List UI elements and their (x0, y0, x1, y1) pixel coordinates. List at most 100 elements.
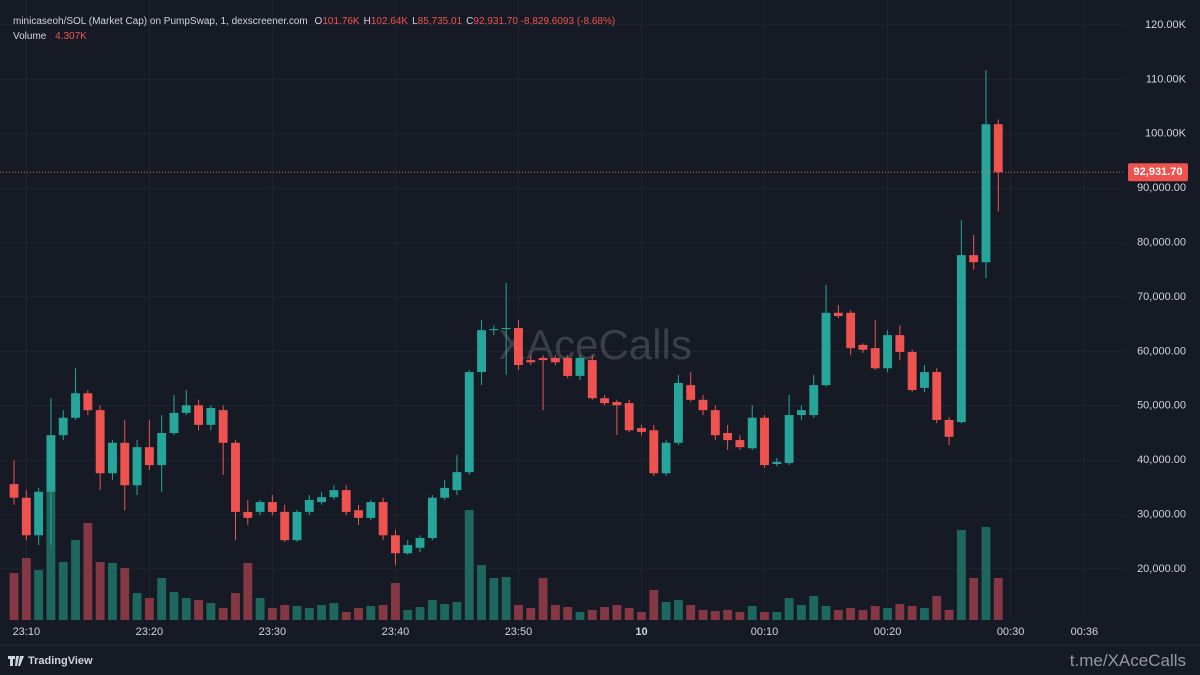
candle-body (747, 417, 757, 449)
candle-body (760, 417, 769, 466)
volume-bar (760, 612, 769, 620)
y-tick-label: 90,000.00 (1137, 182, 1186, 194)
volume-bar (9, 573, 19, 620)
volume-bar (870, 605, 880, 620)
brand-logo (8, 656, 24, 666)
volume-bar (747, 605, 757, 620)
volume-bar (489, 577, 499, 620)
volume-bar (969, 577, 979, 620)
volume-bar (501, 577, 511, 620)
ohlc-value: 85,735.01 (417, 16, 463, 27)
candle-body (723, 433, 733, 441)
candle-body (366, 502, 376, 518)
x-tick-label: 23:30 (259, 626, 287, 638)
volume-bar (181, 597, 191, 620)
candle-body (120, 442, 130, 486)
volume-bar (550, 604, 560, 620)
candle-body (440, 487, 450, 498)
candle-body (673, 382, 683, 443)
ohlc-value: 101.76K (322, 16, 360, 27)
candle-body (267, 502, 277, 512)
candle-body (895, 335, 905, 352)
volume-bar (440, 604, 450, 620)
candle-body (181, 405, 191, 413)
volume-bar (981, 526, 991, 620)
candle-body (341, 490, 351, 512)
volume-bar (21, 557, 31, 620)
change: -8,829.6093 (-8.68%) (520, 16, 616, 27)
volume-bar (231, 592, 240, 620)
candle-body (477, 330, 486, 373)
volume-bar (366, 605, 376, 620)
candle-body (538, 357, 548, 361)
volume-bar (772, 612, 782, 620)
candle-body (809, 385, 819, 416)
volume-bar (932, 596, 942, 620)
x-tick-label: 00:30 (997, 626, 1025, 638)
y-tick-label: 110.00K (1146, 73, 1187, 85)
volume-bar (132, 592, 142, 620)
volume-bar (846, 608, 856, 620)
volume-bar (292, 605, 302, 620)
volume-bar (698, 609, 708, 620)
axes: 20,000.00 30,000.00 40,000.00 50,000.00 60,0… (0, 19, 1200, 646)
volume-bar (796, 604, 806, 620)
volume-bar (784, 597, 794, 620)
volume-bar (624, 608, 634, 620)
y-tick-label: 20,000.00 (1137, 563, 1186, 575)
x-tick-label: 23:50 (505, 626, 533, 638)
volume-bar (821, 605, 831, 620)
candle-body (624, 403, 634, 431)
volume-bar (735, 612, 745, 620)
candle-body (231, 442, 240, 512)
candle-body (83, 393, 93, 411)
ohlc-value: 102.64K (370, 16, 409, 27)
volume-bar (255, 597, 265, 620)
brand-name: TradingView (28, 655, 93, 667)
candle-body (501, 328, 511, 330)
candle-body (464, 372, 474, 473)
volume-bar (612, 604, 622, 620)
candle-body (514, 328, 523, 366)
candle-body (169, 412, 179, 434)
candle-body (206, 407, 216, 425)
candle-body (157, 433, 167, 466)
volume-value: 4.307K (55, 31, 87, 42)
candle-body (858, 344, 868, 350)
candle-body (932, 372, 942, 420)
volume-bar (526, 608, 536, 620)
volume-row: Volume 4.307K (13, 29, 615, 44)
volume-bar (637, 612, 646, 620)
ohlc-value: 92,931.70 (473, 16, 518, 27)
volume-bar (710, 611, 720, 620)
candle-body (21, 497, 31, 536)
legend-row: minicaseoh/SOL (Market Cap) on PumpSwap,… (13, 14, 615, 29)
volume-bar (243, 562, 253, 620)
y-tick-label: 40,000.00 (1137, 454, 1186, 466)
ohlc-key: O (314, 16, 323, 27)
volume-bar (538, 577, 548, 620)
ohlc-key: C (466, 16, 474, 27)
candle-body (317, 497, 327, 503)
ohlc-values: O101.76K H102.64K L85,735.01 C92,931.70 (311, 16, 521, 27)
candle-body (993, 124, 1003, 173)
y-tick-label: 100.00K (1145, 128, 1187, 140)
volume-bar (317, 604, 327, 620)
x-tick-label: 23:20 (136, 626, 164, 638)
price-tag (1128, 163, 1188, 182)
candle-body (194, 405, 204, 425)
candle-body (526, 360, 536, 363)
volume-bar (883, 608, 892, 620)
volume-bar (46, 490, 56, 620)
volume-bar (415, 607, 425, 620)
candle-body (304, 499, 314, 512)
candle-body (108, 442, 117, 474)
y-tick-label: 80,000.00 (1137, 237, 1186, 249)
volume-bar (956, 530, 966, 620)
volume-bar (944, 609, 954, 620)
volume-bar (378, 604, 388, 620)
candle-body (846, 312, 856, 349)
volume-bar (993, 578, 1003, 620)
